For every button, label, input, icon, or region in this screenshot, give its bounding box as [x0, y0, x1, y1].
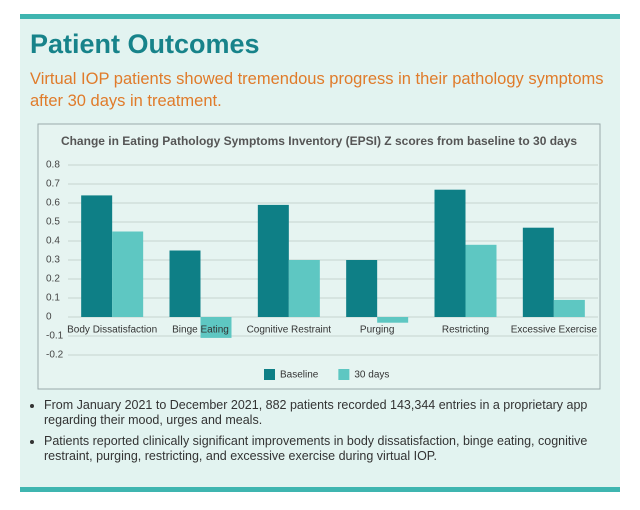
note: Patients reported clinically significant… [44, 434, 624, 464]
x-tick-label: Restricting [442, 325, 489, 336]
y-tick-label: 0.1 [46, 293, 60, 304]
bar [377, 317, 409, 323]
top-rule [20, 14, 620, 19]
chart-title: Change in Eating Pathology Symptoms Inve… [61, 134, 577, 148]
bar [522, 227, 554, 317]
y-tick-label: 0.7 [46, 179, 60, 190]
notes: From January 2021 to December 2021, 882 … [30, 398, 624, 470]
x-tick-label: Binge Eating [172, 325, 229, 336]
bar [112, 231, 144, 317]
bar [465, 244, 497, 317]
y-tick-label: 0.4 [46, 236, 60, 247]
y-tick-label: -0.2 [46, 350, 64, 361]
x-tick-label: Purging [360, 325, 394, 336]
y-tick-label: 0 [46, 312, 52, 323]
x-tick-label: Body Dissatisfaction [67, 325, 157, 336]
bar [169, 250, 201, 317]
legend-swatch [264, 369, 275, 380]
bar [257, 204, 289, 317]
bar [81, 195, 113, 317]
page-title: Patient Outcomes [30, 29, 260, 59]
bottom-rule [20, 487, 620, 492]
y-tick-label: -0.1 [46, 331, 64, 342]
x-tick-label: Cognitive Restraint [247, 325, 332, 336]
y-tick-label: 0.2 [46, 274, 60, 285]
page-subtitle: Virtual IOP patients showed tremendous p… [30, 70, 604, 110]
bar [434, 189, 466, 317]
note: From January 2021 to December 2021, 882 … [44, 398, 624, 428]
y-tick-label: 0.5 [46, 217, 60, 228]
bar [346, 260, 378, 317]
bar [553, 299, 585, 317]
bar [288, 260, 320, 317]
y-tick-label: 0.3 [46, 255, 60, 266]
legend-label: Baseline [280, 370, 319, 381]
bar [200, 317, 232, 338]
legend-label: 30 days [354, 370, 389, 381]
y-tick-label: 0.8 [46, 160, 60, 171]
legend-swatch [338, 369, 350, 380]
x-tick-label: Excessive Exercise [511, 325, 598, 336]
y-tick-label: 0.6 [46, 198, 60, 209]
